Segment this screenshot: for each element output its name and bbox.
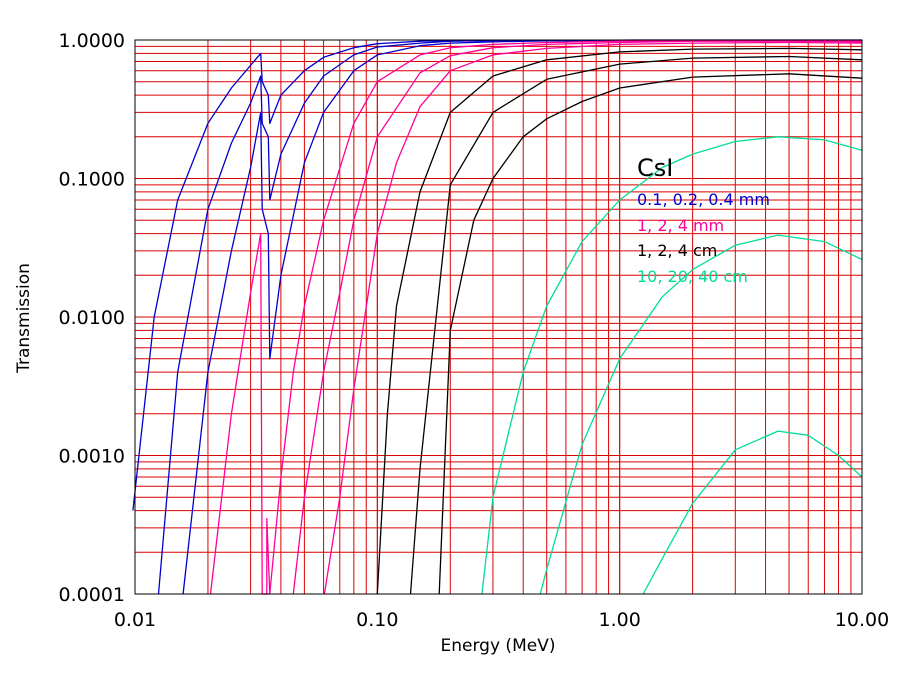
series-line-7 [376, 47, 863, 595]
series-line-12 [642, 430, 863, 595]
y-tick-label: 0.0001 [59, 584, 125, 606]
series-line-9 [438, 73, 863, 595]
y-tick-label: 0.0010 [59, 446, 125, 468]
tick-labels: 0.01 0.10 1.00 10.00 0.0001 0.0010 0.0100 0.100… [59, 30, 890, 631]
series-line-4 [262, 517, 271, 595]
legend-title: CsI [637, 154, 673, 182]
x-tick-label: 10.00 [835, 609, 889, 631]
legend-entry-0: 0.1, 0.2, 0.4 mm [637, 190, 770, 209]
grid [134, 39, 863, 595]
legend-entry-2: 1, 2, 4 cm [637, 241, 717, 260]
legend: CsI 0.1, 0.2, 0.4 mm 1, 2, 4 mm 1, 2, 4 … [637, 154, 770, 286]
plot-frame [134, 39, 863, 595]
series-layer [132, 39, 863, 595]
x-tick-label: 0.01 [114, 609, 156, 631]
x-axis-title: Energy (MeV) [441, 636, 556, 656]
legend-entry-3: 10, 20, 40 cm [637, 267, 748, 286]
series-line-2 [182, 39, 863, 595]
y-tick-label: 1.0000 [59, 30, 125, 52]
legend-entry-1: 1, 2, 4 mm [637, 216, 724, 235]
y-axis-title: Transmission [14, 263, 34, 374]
series-line-6 [323, 41, 863, 595]
series-line-11 [539, 234, 863, 595]
series-line-5 [292, 40, 863, 595]
x-tick-label: 0.10 [356, 609, 398, 631]
series-line-8 [409, 55, 863, 595]
series-line-3 [209, 39, 862, 595]
y-tick-label: 0.0100 [59, 307, 125, 329]
x-tick-label: 1.00 [599, 609, 641, 631]
y-tick-label: 0.1000 [59, 169, 125, 191]
series-line-10 [481, 136, 863, 595]
